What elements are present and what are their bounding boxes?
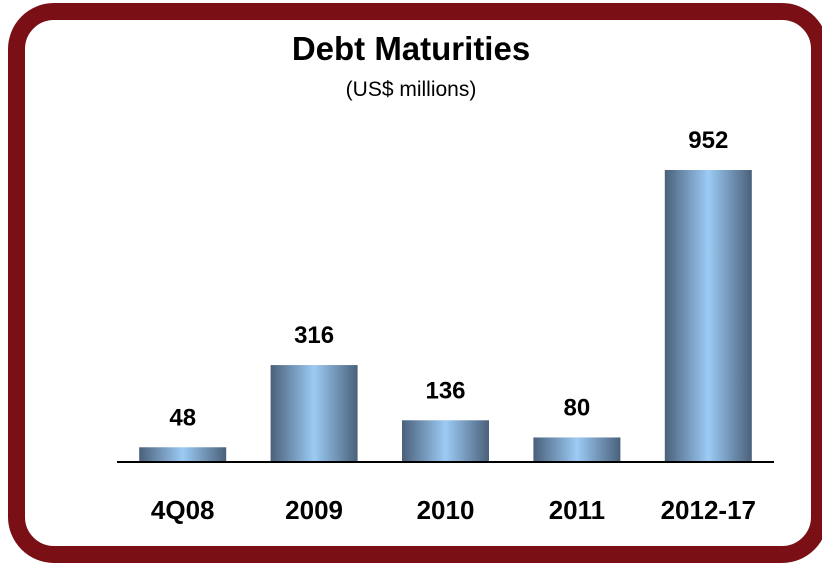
data-label-2012-17: 952 [688, 127, 728, 154]
bar-2009 [270, 365, 358, 462]
data-label-2010: 136 [425, 377, 465, 404]
x-tick-label-2011: 2011 [549, 495, 605, 525]
x-tick-label-2012-17: 2012-17 [661, 495, 756, 525]
data-labels-group: 48 316 136 80 952 [169, 127, 728, 431]
x-tick-label-4Q08: 4Q08 [151, 495, 215, 525]
chart-subtitle: (US$ millions) [345, 78, 477, 101]
bar-4Q08 [139, 447, 227, 462]
bar-2012-17 [664, 170, 752, 462]
data-label-4Q08: 48 [169, 404, 196, 431]
data-label-2009: 316 [294, 322, 334, 349]
chart-title: Debt Maturities [291, 30, 531, 67]
x-tick-label-2009: 2009 [285, 495, 343, 525]
x-tick-labels-group: 4Q08 2009 2010 2011 2012-17 [151, 495, 756, 525]
bar-2011 [533, 437, 621, 462]
x-tick-label-2010: 2010 [417, 495, 475, 525]
data-label-2011: 80 [564, 394, 591, 421]
bar-2010 [402, 420, 489, 462]
bar-chart: 48 316 136 80 952 4Q08 2009 2010 2011 2012-17 [117, 127, 774, 525]
bars-group [139, 170, 752, 462]
